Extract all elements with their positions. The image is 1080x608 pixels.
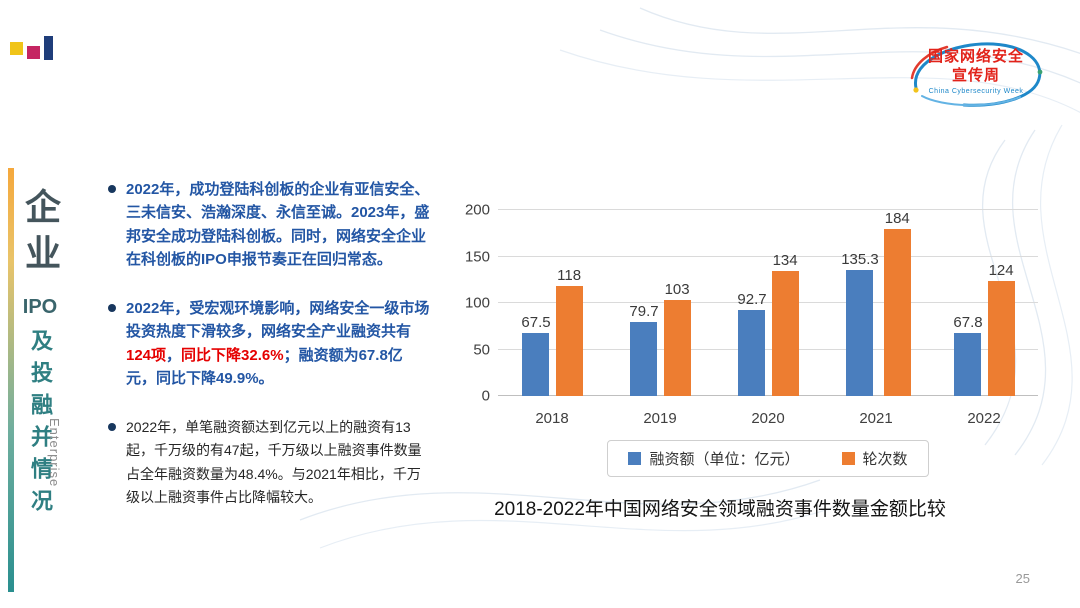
gridline (498, 302, 1038, 303)
bar-group: 67.8 124 (930, 210, 1038, 396)
cybersecurity-week-logo: 国家网络安全 宣传周 China Cybersecurity Week (900, 34, 1052, 114)
y-tick-label: 0 (481, 387, 490, 405)
bar-value-label: 118 (557, 267, 582, 285)
bullet-item: 2022年，单笔融资额达到亿元以上的融资有13起，千万级的有47起，千万级以上融… (108, 416, 432, 509)
bullet-list: 2022年，成功登陆科创板的企业有亚信安全、三未信安、浩瀚深度、永信至诚。202… (108, 178, 432, 509)
yellow-square (10, 42, 23, 55)
magenta-square (27, 46, 40, 59)
bar (771, 271, 799, 396)
bullet-text: 2022年，成功登陆科创板的企业有亚信安全、三未信安、浩瀚深度、永信至诚。202… (126, 181, 430, 268)
bar-wrap: 79.7 (629, 210, 659, 396)
legend-item: 轮次数 (841, 448, 908, 469)
chart-plot: 67.5 118 79.7 103 92.7 134 135.3 184 67.8 124 (498, 209, 1038, 396)
bar-group: 79.7 103 (606, 210, 714, 396)
bar-value-label: 135.3 (841, 251, 879, 269)
legend-label: 轮次数 (862, 451, 908, 468)
gridline (498, 209, 1038, 210)
bullet-text: 2022年，单笔融资额达到亿元以上的融资有13起，千万级的有47起，千万级以上融… (126, 419, 422, 505)
legend-swatch-icon (628, 452, 642, 465)
bar-value-label: 79.7 (629, 302, 659, 320)
bullet-marker-icon (108, 304, 116, 312)
bar-group: 67.5 118 (498, 210, 606, 396)
bar-wrap: 118 (555, 210, 583, 396)
gridline (498, 348, 1038, 350)
bar-chart: 0 50 100 150 200 67.5 118 79.7 103 92.7 134 135.3 1… (452, 186, 1052, 486)
bar-value-label: 134 (772, 252, 798, 270)
bar-wrap: 124 (987, 210, 1015, 396)
x-tick-label: 2019 (643, 410, 677, 427)
chart-legend-box: 融资额（单位：亿元） 轮次数 (607, 440, 929, 477)
bar (522, 333, 550, 396)
bullet-text: 2022年，受宏观环境影响，网络安全一级市场投资热度下滑较多，网络安全产业融资共… (126, 300, 430, 387)
sidebar-title-english: Enterprise (47, 418, 62, 488)
x-tick-label: 2021 (859, 410, 893, 427)
bar-wrap: 134 (771, 210, 799, 396)
sidebar-title-ipo: IPO (22, 296, 58, 318)
bar (663, 300, 691, 396)
page-number: 25 (1015, 571, 1030, 586)
bar (738, 309, 766, 396)
bar-wrap: 92.7 (737, 210, 767, 396)
chart-xaxis: 2018 2019 2020 2021 2022 (498, 402, 1038, 427)
sidebar-title-main: 企业 (20, 188, 61, 280)
y-tick-label: 50 (473, 341, 490, 358)
bar-value-label: 103 (664, 281, 690, 299)
bar (883, 229, 911, 396)
bar-value-label: 184 (884, 210, 910, 227)
bar (954, 332, 982, 396)
bar (987, 280, 1015, 396)
navy-bar (44, 36, 53, 60)
chart-legend: 融资额（单位：亿元） 轮次数 (498, 440, 1038, 477)
legend-item: 融资额（单位：亿元） (628, 448, 800, 469)
bar (630, 321, 658, 396)
gridline (498, 395, 1038, 396)
bar-group: 135.3 184 (822, 210, 930, 396)
x-tick-label: 2022 (967, 410, 1001, 427)
chart-caption: 2018-2022年中国网络安全领域融资事件数量金额比较 (494, 499, 946, 520)
bar-value-label: 67.8 (953, 313, 983, 331)
sidebar-title-sub: 及投融并情况 (28, 329, 53, 521)
bar-value-label: 124 (988, 261, 1014, 279)
y-tick-label: 100 (464, 294, 490, 312)
legend-label: 融资额（单位：亿元） (649, 451, 800, 468)
bar-wrap: 184 (883, 210, 911, 396)
logo-text: 国家网络安全 宣传周 China Cybersecurity Week (900, 48, 1052, 96)
legend-swatch-icon (841, 452, 855, 465)
bar-wrap: 67.8 (953, 210, 983, 396)
sidebar-title: 企业 IPO 及投融并情况 (16, 188, 64, 521)
chart-bars: 67.5 118 79.7 103 92.7 134 135.3 184 67.8 124 (498, 210, 1038, 396)
chart-yaxis: 0 50 100 150 200 (452, 202, 490, 405)
gridline (498, 255, 1038, 257)
sidebar-gradient-strip (8, 168, 14, 592)
bar-value-label: 92.7 (737, 290, 767, 308)
x-tick-label: 2018 (535, 410, 569, 427)
bullet-item: 2022年，受宏观环境影响，网络安全一级市场投资热度下滑较多，网络安全产业融资共… (108, 297, 432, 390)
bullet-marker-icon (108, 185, 116, 193)
bullet-marker-icon (108, 423, 116, 431)
y-tick-label: 200 (464, 201, 490, 219)
bar (555, 286, 583, 396)
logo-line2: 宣传周 (951, 66, 1000, 84)
logo-line1: 国家网络安全 (927, 48, 1024, 65)
bar-value-label: 67.5 (521, 314, 551, 332)
bar (846, 270, 874, 396)
y-tick-label: 150 (464, 248, 490, 265)
x-tick-label: 2020 (751, 410, 785, 427)
logo-subtitle: China Cybersecurity Week (928, 87, 1024, 95)
bar-group: 92.7 134 (714, 210, 822, 396)
corner-decoration (10, 36, 70, 66)
bar-wrap: 103 (663, 210, 691, 396)
bar-wrap: 135.3 (841, 210, 879, 396)
bar-wrap: 67.5 (521, 210, 551, 396)
bullet-item: 2022年，成功登陆科创板的企业有亚信安全、三未信安、浩瀚深度、永信至诚。202… (108, 178, 432, 271)
